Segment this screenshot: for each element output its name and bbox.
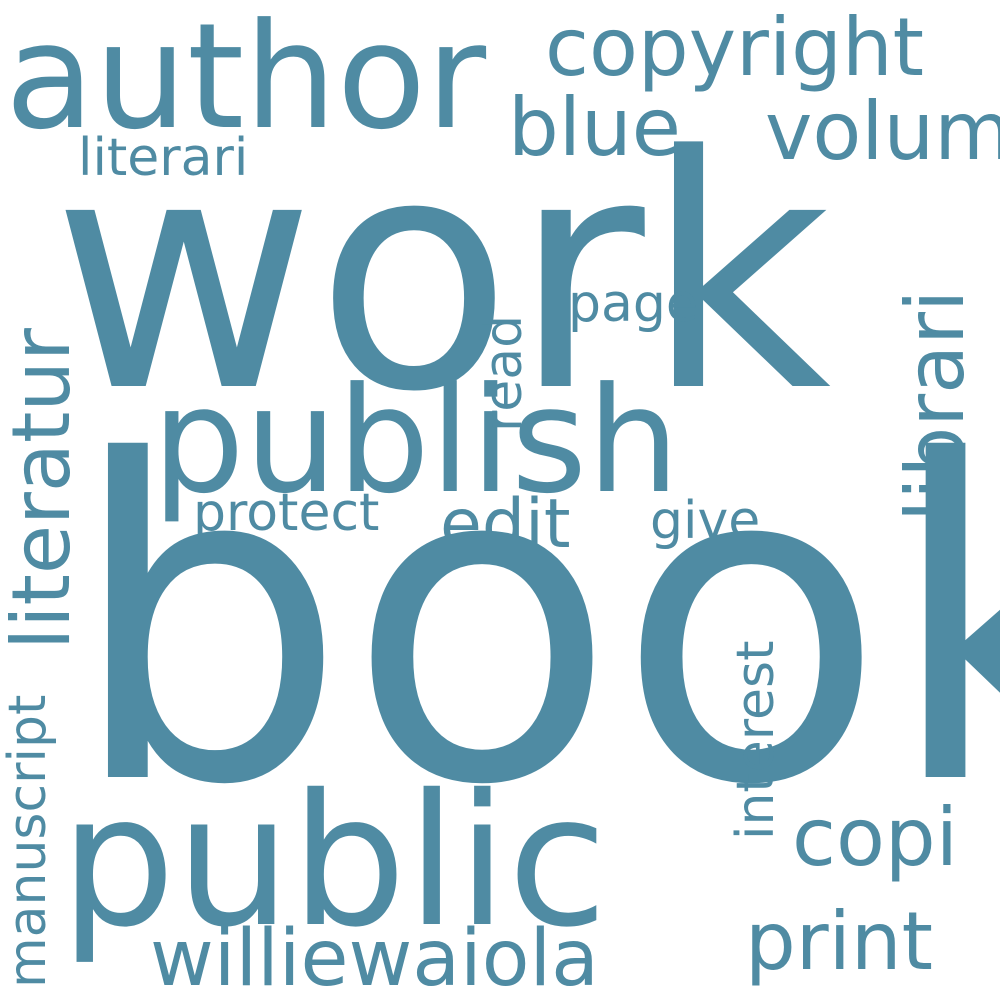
word-public: public (60, 755, 608, 967)
word-publish: publish (152, 356, 680, 526)
word-copi: copi (792, 791, 958, 884)
word-book: book (68, 369, 1000, 881)
word-williewaiola: williewaiola (150, 914, 599, 1000)
word-protect: protect (193, 483, 380, 543)
word-give: give (650, 491, 761, 551)
word-copyright: copyright (545, 1, 925, 94)
word-volum: volum (765, 85, 1000, 178)
word-page: page (568, 274, 698, 334)
word-literari: literari (78, 128, 249, 188)
word-edit: edit (440, 485, 571, 564)
word-work: work (52, 87, 832, 462)
word-print: print (745, 895, 933, 988)
word-interest: interest (726, 640, 786, 841)
word-author: author (5, 0, 487, 162)
word-blue: blue (508, 81, 681, 174)
word-manuscript: manuscript (0, 694, 58, 988)
